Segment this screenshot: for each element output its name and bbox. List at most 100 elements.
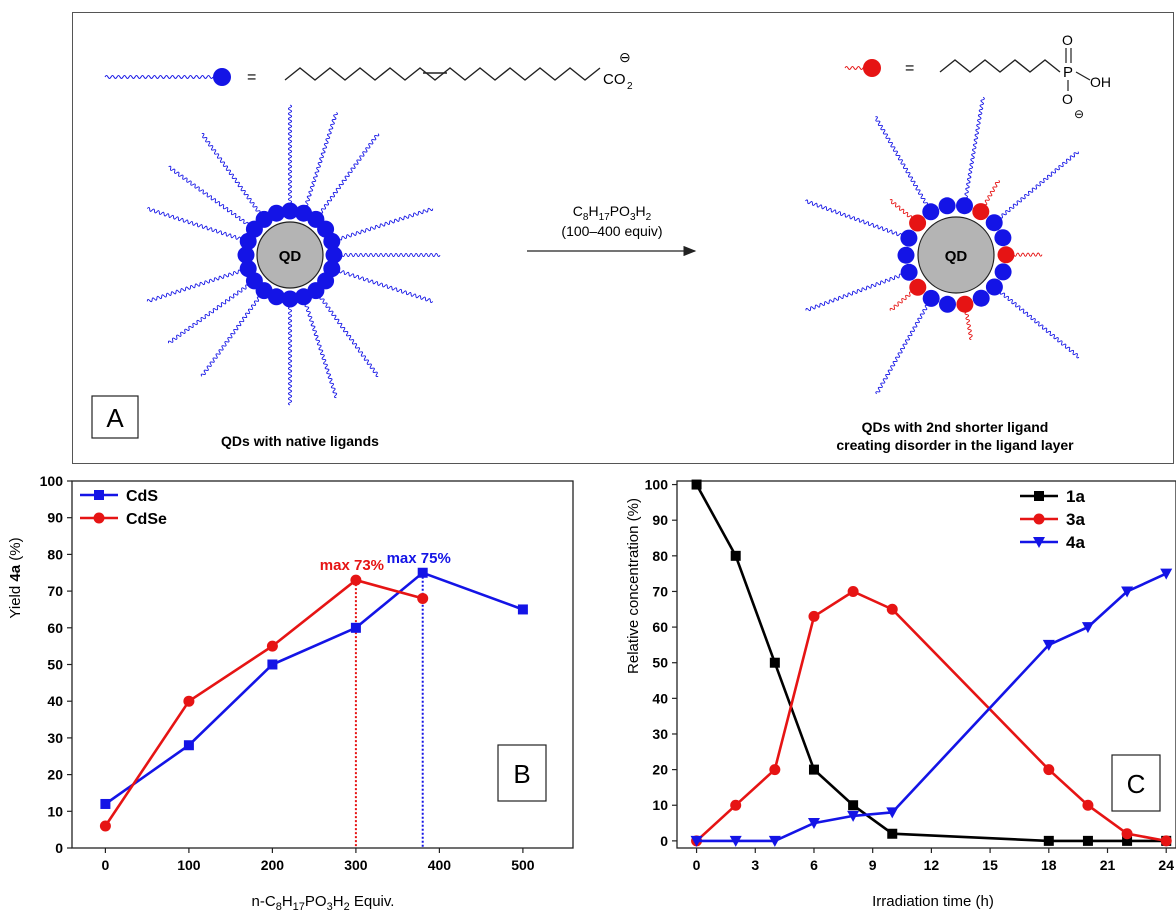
x-tick-label: 15: [982, 857, 998, 873]
native-ligand-head: [295, 288, 313, 306]
native-ligand-head: [939, 295, 956, 313]
short-ligand-tail: [984, 180, 1000, 206]
qd-native-core: [256, 221, 324, 289]
series-line: [695, 590, 1167, 843]
data-point: [730, 550, 741, 561]
legend-label: 3a: [1066, 510, 1085, 529]
native-ligand-head: [325, 246, 343, 264]
x-tick-label: 9: [869, 857, 877, 873]
carboxylate-subscript: 2: [627, 81, 633, 92]
x-tick-label: 500: [511, 857, 535, 873]
x-tick-label: 300: [344, 857, 368, 873]
legend-label: 1a: [1066, 487, 1085, 506]
chart-c: Relative concentration (%) Irradiation t…: [625, 477, 1176, 910]
native-ligand-tail: [875, 116, 929, 206]
chart-c-ylabel: Relative concentration (%): [625, 498, 642, 674]
panel-c-label-box: [1111, 754, 1161, 812]
data-point: [267, 659, 278, 670]
native-ligand-tail: [805, 199, 902, 237]
data-point: [729, 835, 742, 847]
y-tick-label: 30: [652, 726, 668, 742]
short-ligand-head: [956, 295, 974, 313]
native-ligand-head: [897, 246, 915, 264]
native-ligand-tail: [339, 270, 434, 303]
qd-native-core-label: QD: [279, 248, 302, 265]
series-line: [104, 578, 424, 827]
native-ligand-head: [994, 263, 1012, 281]
short-equals-sign: =: [905, 60, 914, 77]
x-tick-label: 21: [1100, 857, 1116, 873]
panel-b-label-box: [497, 744, 547, 802]
panel-a-label-box: [91, 395, 139, 439]
qd-exchanged-ligands: [805, 96, 1080, 395]
y-tick-label: 60: [47, 620, 63, 636]
data-point: [266, 640, 278, 652]
x-tick-label: 12: [924, 857, 940, 873]
y-tick-label: 100: [645, 477, 669, 493]
reagent-label: C8H17PO3H2: [573, 203, 652, 223]
legend: CdS CdSe: [80, 488, 167, 528]
qd-native-ligands: [146, 104, 441, 406]
native-ligand-tail: [875, 304, 928, 395]
y-tick-label: 80: [47, 546, 63, 562]
oxygen-bottom: O: [1062, 91, 1073, 107]
data-point: [1121, 586, 1134, 598]
native-ligand-head: [237, 246, 255, 264]
native-ligand-tail: [320, 133, 380, 214]
y-tick-label: 50: [47, 657, 63, 673]
native-ligand-head: [900, 263, 918, 281]
data-point: [1081, 622, 1094, 634]
short-ligand-head: [972, 203, 990, 221]
qd-exchanged-core: [917, 216, 995, 294]
x-tick-label: 100: [177, 857, 201, 873]
legend-label: CdS: [126, 488, 158, 505]
x-tick-label: 200: [261, 857, 285, 873]
y-tick-label: 40: [47, 693, 63, 709]
x-tick-label: 0: [102, 857, 110, 873]
legend-marker: [1033, 513, 1045, 525]
chart-b-xlabel: n-C8H17PO3H2 Equiv.: [252, 893, 395, 910]
legend-marker: [94, 490, 104, 500]
data-point: [1160, 568, 1173, 580]
data-point: [99, 820, 111, 832]
x-tick-label: 18: [1041, 857, 1057, 873]
series-line: [696, 572, 1167, 843]
data-point: [808, 764, 819, 775]
native-ligand-tail: [287, 306, 293, 406]
data-point: [1160, 835, 1172, 847]
carboxylate-group: CO: [603, 71, 626, 88]
series-3a: [691, 585, 1172, 847]
y-tick-label: 10: [652, 797, 668, 813]
native-ligand-head: [922, 203, 940, 221]
short-ligand-legend-tail: [844, 66, 867, 70]
data-point: [1122, 835, 1133, 846]
phosphonate-charge: ⊖: [1074, 107, 1084, 121]
data-point: [517, 604, 528, 615]
native-ligand-head: [972, 289, 990, 307]
native-ligand-tail: [1000, 151, 1079, 219]
native-ligand-legend-tail: [104, 75, 214, 79]
exchanged-caption-line1: QDs with 2nd shorter ligand: [862, 419, 1049, 435]
native-ligand-head: [985, 278, 1003, 296]
native-ligand-head: [922, 289, 940, 307]
x-tick-label: 400: [428, 857, 452, 873]
native-ligand-tail: [319, 296, 379, 378]
native-ligand-tail: [341, 252, 441, 258]
data-point: [1082, 835, 1093, 846]
chart-b: Yield 4a (%) n-C8H17PO3H2 Equiv. B 0 100 2…: [7, 473, 574, 910]
data-point: [886, 807, 899, 819]
native-ligand-head: [900, 229, 918, 247]
y-tick-label: 40: [652, 690, 668, 706]
native-ligand-head: [994, 229, 1012, 247]
chart-c-xlabel: Irradiation time (h): [872, 893, 994, 910]
legend-label: 4a: [1066, 533, 1085, 552]
x-tick-label: 24: [1158, 857, 1174, 873]
series-line: [695, 483, 1167, 843]
short-ligand-tail: [1013, 252, 1043, 257]
native-ligand-head: [239, 260, 257, 278]
y-tick-label: 90: [47, 510, 63, 526]
panel-a: = CO 2 ⊖ = P O OH O ⊖ QD QD C8H17PO3H2 (…: [91, 32, 1111, 453]
short-ligand-head: [909, 278, 927, 296]
y-tick-label: 0: [55, 840, 63, 856]
